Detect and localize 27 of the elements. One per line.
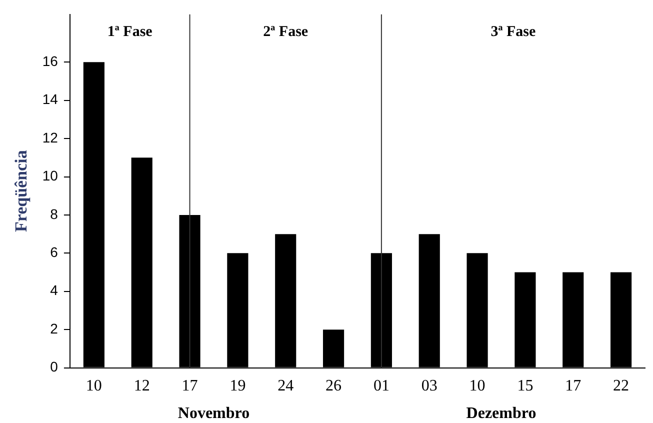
x-tick-label: 17 [565,378,582,395]
y-tick-label: 2 [50,320,58,336]
text: Novembro [178,405,250,422]
x-tick-label: 19 [230,378,246,395]
x-tick-label: 22 [613,378,630,395]
y-tick-label: 0 [50,358,58,375]
y-tick-label: 16 [42,53,58,70]
x-tick-label: 03 [421,378,438,395]
y-tick-label: 6 [50,244,58,260]
x-tick-label: 17 [182,378,198,395]
x-tick-label: 12 [134,378,150,395]
text: Dezembro [466,405,536,422]
x-tick-label: 10 [469,378,486,395]
x-tick-label: 24 [278,378,294,395]
y-tick-label: 10 [42,168,58,184]
x-tick-label: 15 [517,378,534,395]
x-tick-label: 10 [86,378,102,395]
annotation: 2ª Fase [263,24,308,40]
x-tick-label: 26 [326,378,342,395]
y-axis-title: Freqüência [12,150,31,232]
y-tick-label: 14 [42,91,58,108]
annotation: 1ª Fase [107,24,153,40]
y-tick-label: 8 [50,206,58,222]
annotation: 3ª Fase [490,24,536,40]
y-tick-label: 4 [50,282,58,298]
y-tick-label: 12 [42,129,58,146]
x-tick-label: 01 [373,378,390,395]
